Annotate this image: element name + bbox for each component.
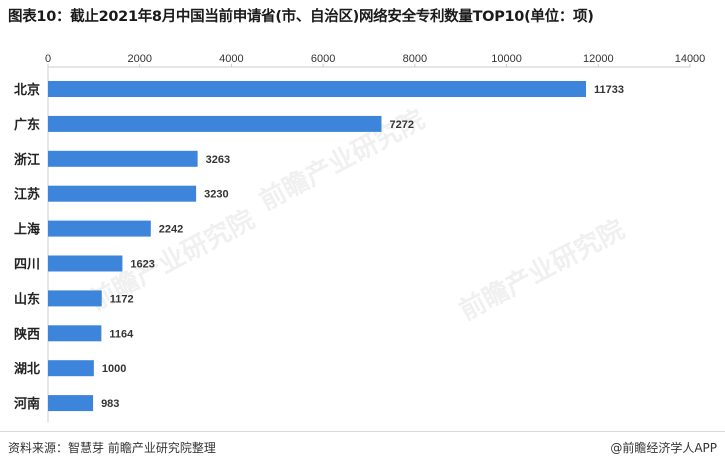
category-label: 山东 [14,291,40,307]
data-label: 2242 [159,224,183,236]
bars: 北京 11733 广东 7272 浙江 3263 江苏 3230 上海 2242 四川 1623 山东 1… [14,81,624,412]
chart-title: 图表10：截止2021年8月中国当前申请省(市、自治区)网络安全专利数量TOP1… [8,9,594,25]
x-tick-label: 4000 [219,53,243,65]
x-tick-label: 8000 [403,53,427,65]
bar [48,150,198,167]
x-tick-label: 14000 [675,53,706,65]
x-tick-label: 12000 [583,53,614,65]
brand-label: @前瞻经济学人APP [610,441,717,455]
data-label: 1164 [109,328,134,340]
bar-chart: 0 2000 4000 6000 8000 10000 12000 14000 北京 11733… [14,53,705,422]
bar [48,81,587,97]
bar [48,255,123,272]
source-note: 资料来源：智慧芽 前瞻产业研究院整理 [8,441,216,455]
x-tick-label: 10000 [491,53,522,65]
bar [48,290,102,307]
bar [48,325,102,342]
x-axis: 0 2000 4000 6000 8000 10000 12000 14000 [45,53,705,422]
category-label: 北京 [14,82,40,98]
data-label: 1172 [110,293,134,305]
category-label: 四川 [14,258,40,273]
category-label: 陕西 [14,326,40,342]
data-label: 7272 [389,119,413,131]
data-label: 1000 [102,363,126,375]
data-label: 11733 [594,84,624,96]
bar [48,220,151,237]
category-label: 浙江 [14,152,40,168]
category-label: 河南 [14,396,40,412]
bar [48,185,197,202]
x-tick-label: 6000 [311,53,335,65]
data-label: 3230 [204,189,228,201]
category-label: 广东 [14,117,40,133]
category-label: 江苏 [14,187,40,203]
x-tick-label: 2000 [127,53,151,65]
category-label: 上海 [14,222,40,238]
bar [48,115,382,132]
bar [48,360,94,377]
data-label: 3263 [206,154,230,166]
data-label: 983 [101,398,119,410]
x-tick-label: 0 [45,53,51,65]
category-label: 湖北 [14,362,40,377]
data-label: 1623 [130,259,154,271]
footer: 资料来源：智慧芽 前瞻产业研究院整理 @前瞻经济学人APP [0,431,725,463]
bar [48,395,94,412]
